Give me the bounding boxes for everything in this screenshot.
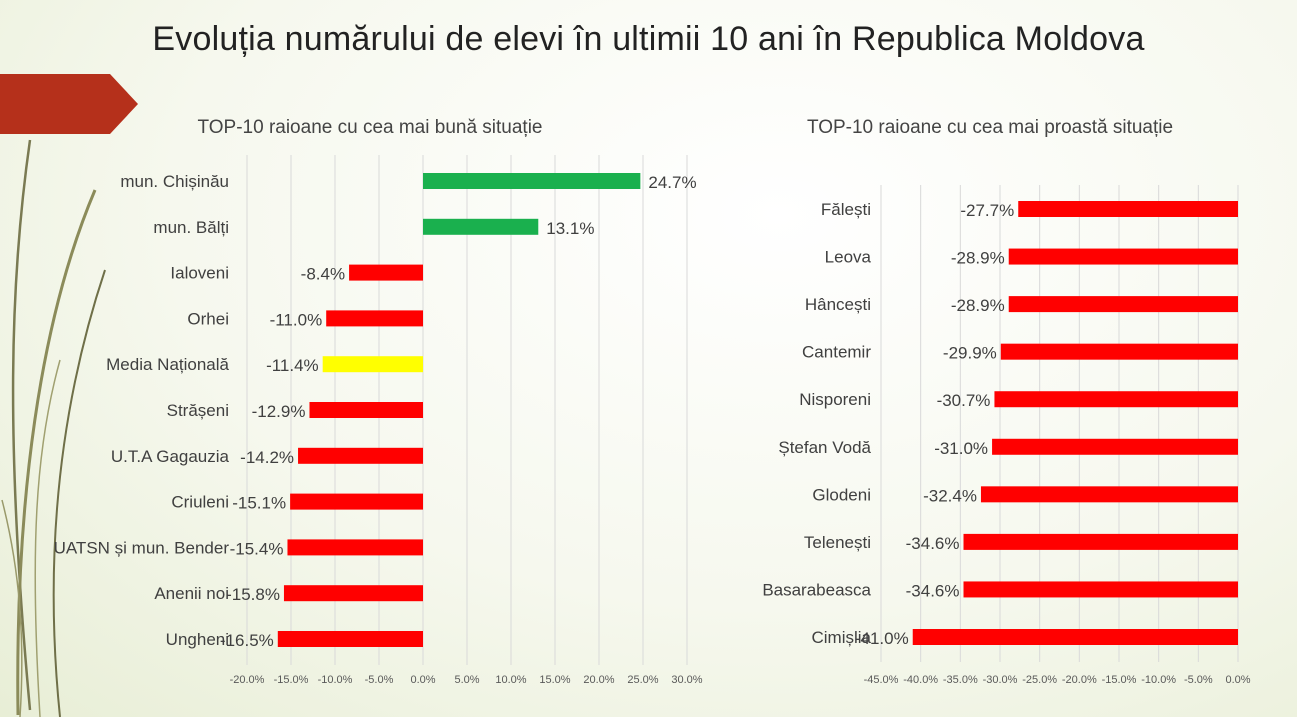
x-tick-label: -15.0% bbox=[1102, 674, 1137, 686]
bar bbox=[322, 356, 423, 373]
x-tick-label: -20.0% bbox=[230, 674, 265, 686]
category-label: Ialoveni bbox=[170, 264, 229, 283]
category-label: Leova bbox=[825, 248, 872, 267]
category-label: mun. Bălți bbox=[153, 218, 229, 237]
category-label: Glodeni bbox=[812, 485, 871, 504]
x-tick-label: -10.0% bbox=[318, 674, 353, 686]
category-label: Basarabeasca bbox=[762, 580, 871, 599]
x-tick-label: -10.0% bbox=[1141, 674, 1176, 686]
x-tick-label: 25.0% bbox=[627, 674, 658, 686]
data-label: -32.4% bbox=[923, 486, 977, 505]
bar bbox=[992, 438, 1238, 455]
category-label: Media Națională bbox=[106, 355, 229, 374]
chart-title-best: TOP-10 raioane cu cea mai bună situație bbox=[197, 117, 543, 138]
x-tick-label: -5.0% bbox=[365, 674, 394, 686]
x-tick-label: -15.0% bbox=[274, 674, 309, 686]
bar bbox=[912, 629, 1238, 645]
data-label: -8.4% bbox=[301, 265, 345, 284]
x-tick-label: -20.0% bbox=[1062, 674, 1097, 686]
category-label: Telenești bbox=[804, 533, 871, 552]
data-label: -15.8% bbox=[226, 585, 280, 604]
data-label: -30.7% bbox=[937, 391, 991, 410]
x-tick-label: 30.0% bbox=[671, 674, 702, 686]
data-label: -11.4% bbox=[266, 356, 319, 375]
category-label: Anenii noi bbox=[154, 584, 229, 603]
x-tick-label: 5.0% bbox=[454, 674, 479, 686]
grass-decoration-icon bbox=[1, 139, 106, 717]
bar bbox=[980, 486, 1238, 503]
data-label: -29.9% bbox=[943, 344, 997, 363]
bar bbox=[1000, 343, 1238, 360]
data-label: -15.1% bbox=[232, 494, 286, 513]
category-label: Criuleni bbox=[171, 493, 229, 512]
bar bbox=[326, 310, 423, 327]
data-label: 13.1% bbox=[546, 219, 594, 238]
bar bbox=[963, 533, 1238, 550]
data-label: -34.6% bbox=[906, 534, 960, 553]
data-label: -27.7% bbox=[960, 201, 1014, 220]
category-label: mun. Chișinău bbox=[120, 172, 229, 191]
bar bbox=[994, 391, 1238, 408]
x-tick-label: -5.0% bbox=[1184, 674, 1213, 686]
bar bbox=[277, 631, 423, 647]
bar bbox=[963, 581, 1238, 598]
x-tick-label: 20.0% bbox=[583, 674, 614, 686]
bar bbox=[287, 539, 423, 556]
data-label: -14.2% bbox=[240, 448, 294, 467]
data-label: -15.4% bbox=[230, 539, 284, 558]
bar bbox=[283, 585, 423, 602]
x-tick-label: 0.0% bbox=[1225, 674, 1250, 686]
data-label: -12.9% bbox=[252, 402, 306, 421]
category-label: Strășeni bbox=[167, 401, 229, 420]
bar bbox=[423, 173, 641, 189]
arrow-decoration-icon bbox=[0, 74, 138, 134]
slide-title: Evoluția numărului de elevi în ultimii 1… bbox=[152, 20, 1145, 58]
bar bbox=[423, 218, 539, 235]
data-label: -28.9% bbox=[951, 249, 1005, 268]
category-label: Orhei bbox=[187, 309, 229, 328]
chart-title-worst: TOP-10 raioane cu cea mai proastă situaț… bbox=[806, 117, 1174, 138]
bar bbox=[1008, 296, 1238, 313]
category-label: U.T.A Gagauzia bbox=[111, 447, 230, 466]
category-label: Hâncești bbox=[805, 295, 871, 314]
data-label: -11.0% bbox=[270, 310, 323, 329]
bar bbox=[298, 447, 423, 464]
category-label: Cantemir bbox=[802, 343, 871, 362]
category-label: Cimișlia bbox=[812, 628, 872, 647]
bar bbox=[1008, 248, 1238, 265]
bar bbox=[309, 402, 423, 418]
x-tick-label: 15.0% bbox=[539, 674, 570, 686]
x-tick-label: -35.0% bbox=[943, 674, 978, 686]
data-label: -16.5% bbox=[220, 631, 274, 650]
data-label: -31.0% bbox=[934, 439, 988, 458]
category-label: Ungheni bbox=[166, 630, 229, 649]
data-label: -28.9% bbox=[951, 296, 1005, 315]
bar bbox=[290, 493, 423, 510]
x-tick-label: -30.0% bbox=[983, 674, 1018, 686]
bar bbox=[349, 264, 423, 281]
data-label: -41.0% bbox=[855, 629, 909, 648]
x-tick-label: -45.0% bbox=[864, 674, 899, 686]
category-label: UATSN și mun. Bender bbox=[54, 538, 230, 557]
category-label: Ștefan Vodă bbox=[778, 438, 871, 457]
category-label: Nisporeni bbox=[799, 390, 871, 409]
data-label: -34.6% bbox=[906, 581, 960, 600]
x-tick-label: 0.0% bbox=[410, 674, 435, 686]
x-tick-label: -40.0% bbox=[903, 674, 938, 686]
data-label: 24.7% bbox=[648, 173, 696, 192]
category-label: Fălești bbox=[821, 200, 871, 219]
x-tick-label: -25.0% bbox=[1022, 674, 1057, 686]
x-tick-label: 10.0% bbox=[495, 674, 526, 686]
bar bbox=[1018, 201, 1238, 217]
